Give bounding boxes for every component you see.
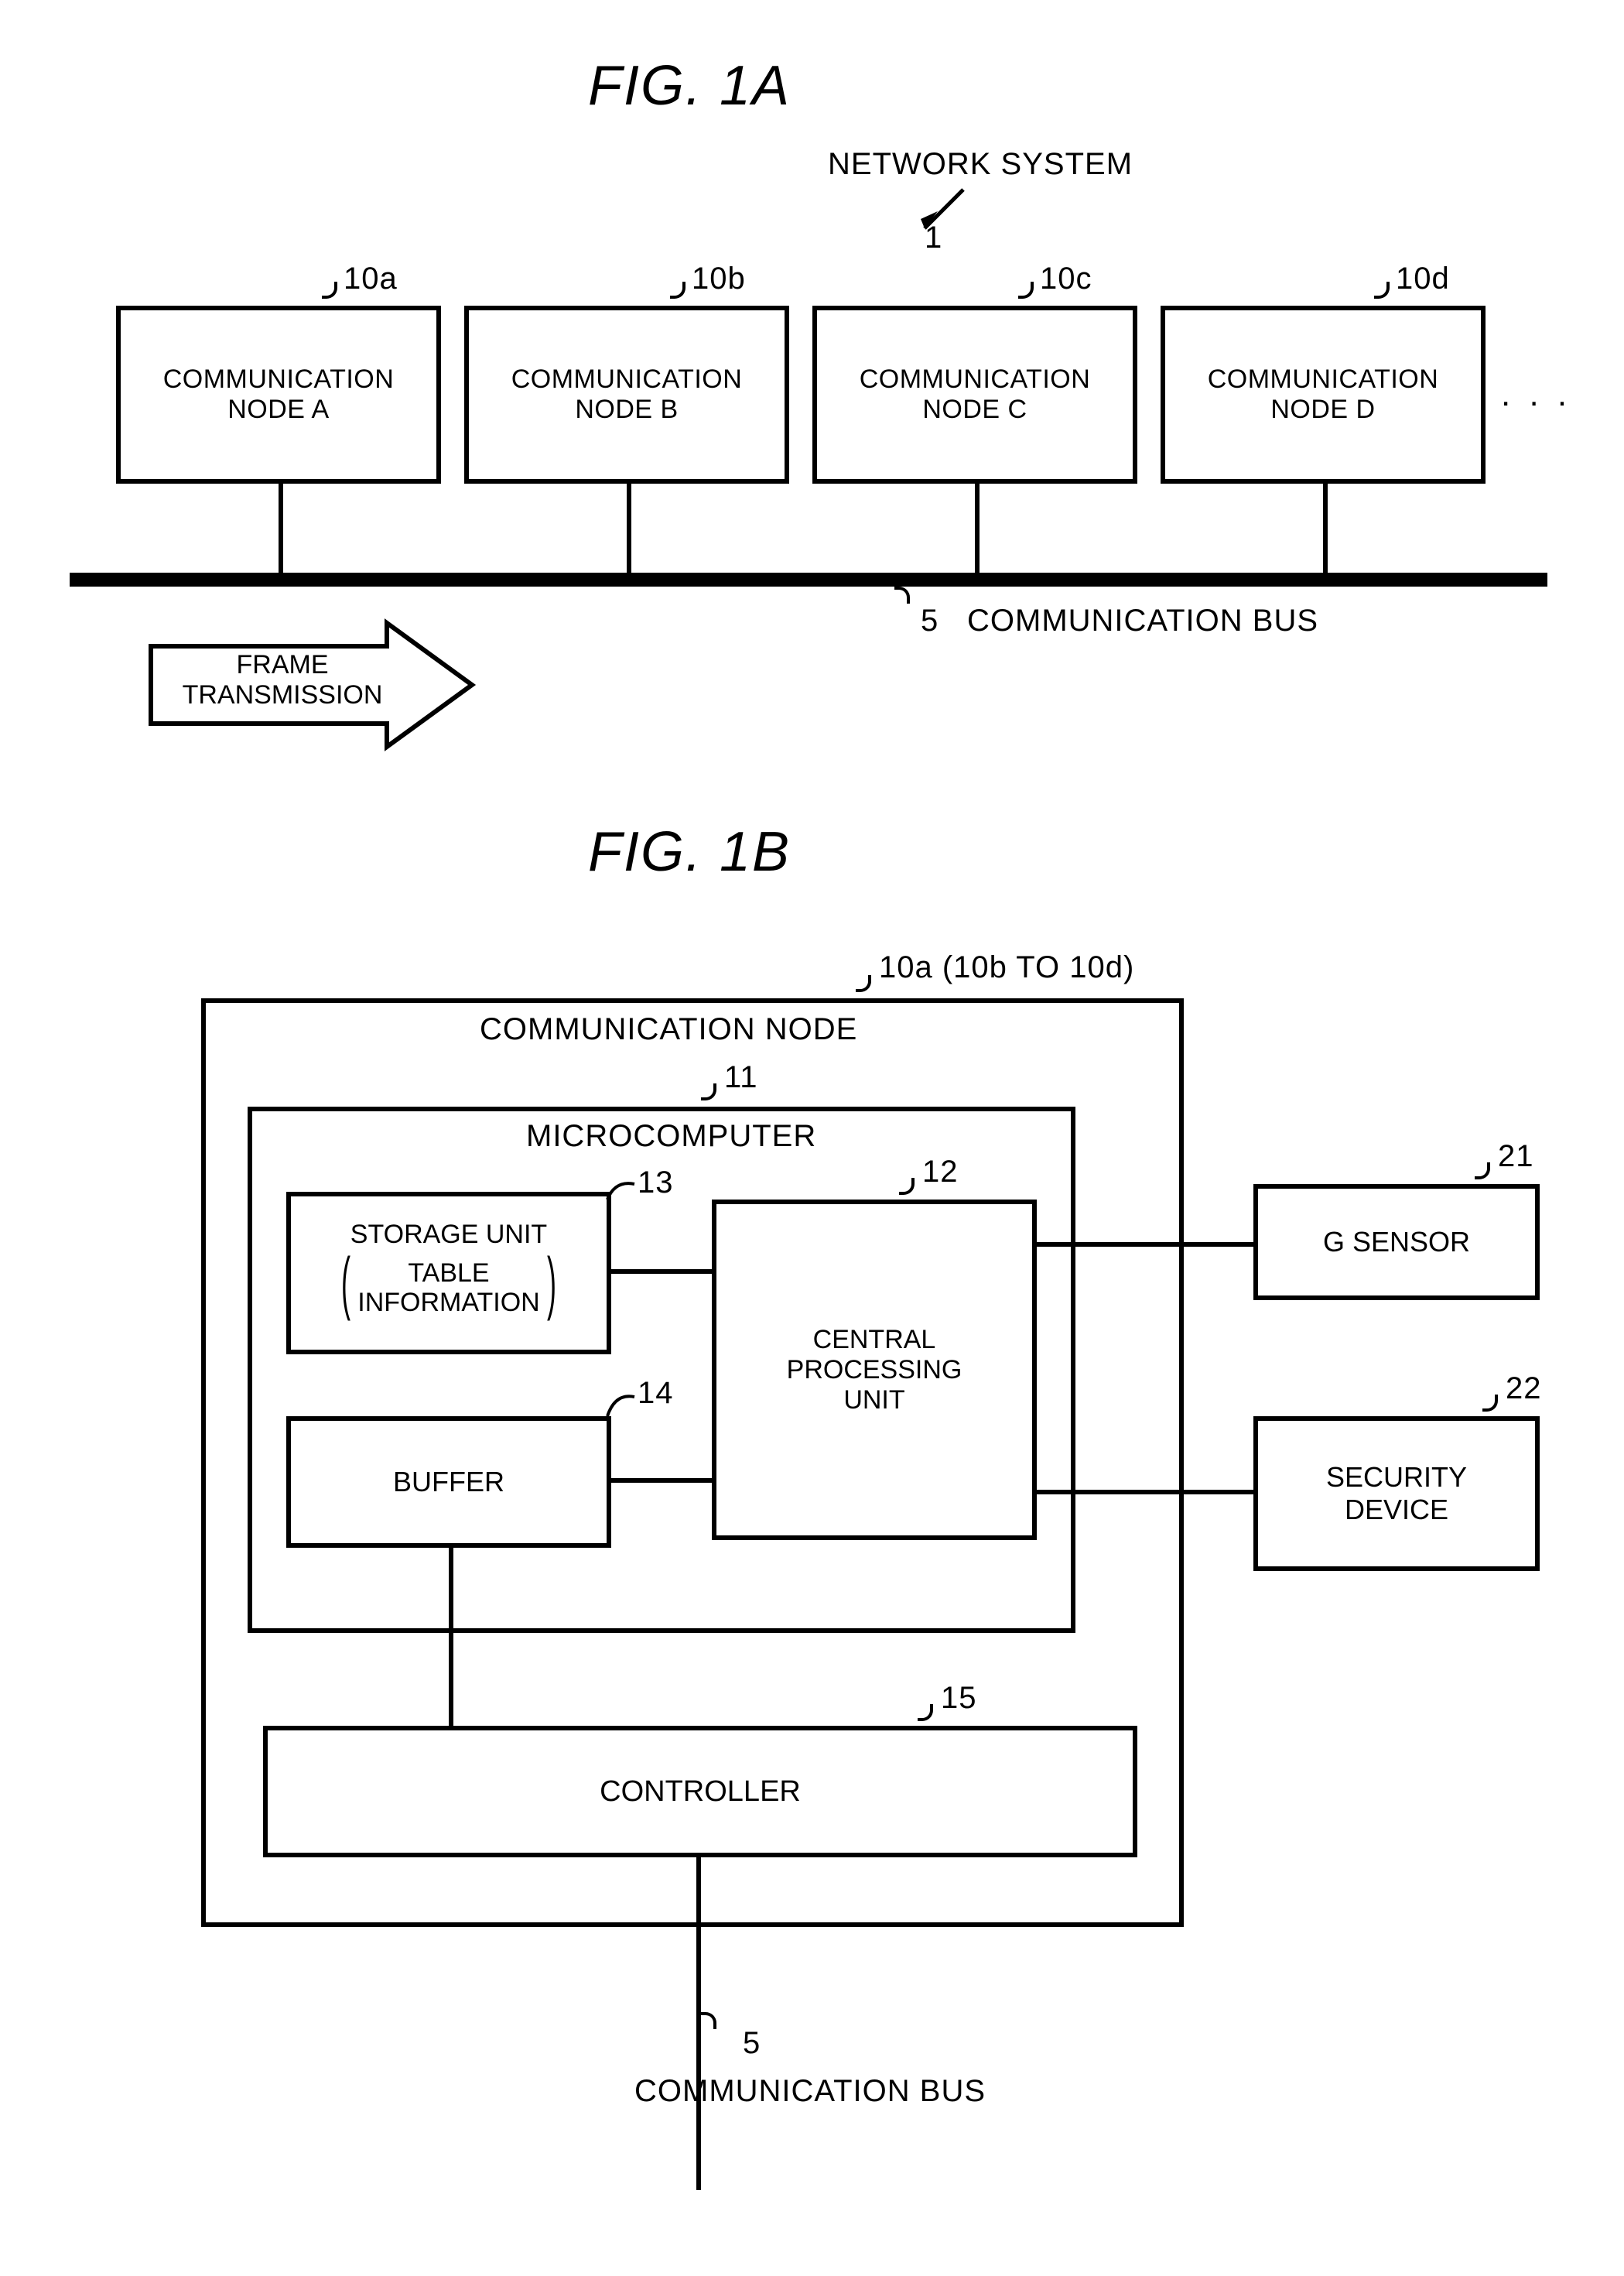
cpu-ref: 12 bbox=[922, 1155, 959, 1189]
conn-storage-cpu bbox=[611, 1269, 712, 1274]
network-system-label: NETWORK SYSTEM bbox=[828, 147, 1133, 182]
gsensor-label: G SENSOR bbox=[1323, 1226, 1470, 1258]
node-a-ref: 10a bbox=[344, 262, 398, 296]
frame-line1: FRAME bbox=[170, 650, 395, 680]
outer-ref-curl bbox=[856, 975, 871, 992]
storage-ref: 13 bbox=[638, 1165, 674, 1200]
bus-curl-a bbox=[894, 587, 910, 604]
gsensor-ref-curl bbox=[1475, 1162, 1490, 1179]
node-c-box: COMMUNICATION NODE C bbox=[812, 306, 1137, 484]
security-box: SECURITY DEVICE bbox=[1253, 1416, 1540, 1571]
controller-ref: 15 bbox=[941, 1681, 977, 1716]
security-line1: SECURITY bbox=[1326, 1461, 1467, 1494]
controller-box: CONTROLLER bbox=[263, 1726, 1137, 1857]
cpu-line2: PROCESSING bbox=[787, 1355, 962, 1385]
conn-cpu-security bbox=[1037, 1490, 1253, 1494]
frame-line2: TRANSMISSION bbox=[170, 680, 395, 710]
conn-buffer-cpu bbox=[611, 1478, 712, 1483]
gsensor-ref: 21 bbox=[1498, 1139, 1534, 1174]
node-c-ref: 10c bbox=[1040, 262, 1092, 296]
node-c-drop bbox=[975, 484, 980, 573]
buffer-ref: 14 bbox=[638, 1376, 674, 1411]
node-b-ref: 10b bbox=[692, 262, 746, 296]
bus-label-b: COMMUNICATION BUS bbox=[634, 2074, 986, 2109]
diagram-canvas: FIG. 1A NETWORK SYSTEM 1 COMMUNICATION N… bbox=[46, 46, 1578, 2229]
ref-curl-10a bbox=[322, 282, 337, 299]
ref-curl-10b bbox=[670, 282, 685, 299]
node-a-line1: COMMUNICATION bbox=[163, 365, 395, 395]
storage-line1: STORAGE UNIT bbox=[350, 1220, 547, 1250]
node-d-line2: NODE D bbox=[1270, 395, 1375, 425]
bus-curl-b bbox=[701, 2012, 716, 2029]
buffer-label: BUFFER bbox=[393, 1466, 504, 1498]
storage-line2: TABLE bbox=[408, 1259, 489, 1288]
ref-curl-10d bbox=[1374, 282, 1390, 299]
bus-ref-b: 5 bbox=[743, 2026, 761, 2061]
ref-curl-10c bbox=[1018, 282, 1034, 299]
storage-line3: INFORMATION bbox=[357, 1289, 539, 1317]
node-b-line1: COMMUNICATION bbox=[511, 365, 743, 395]
node-c-line2: NODE C bbox=[922, 395, 1027, 425]
node-d-line1: COMMUNICATION bbox=[1208, 365, 1439, 395]
fig-1a-title: FIG. 1A bbox=[588, 54, 791, 118]
node-b-drop bbox=[627, 484, 631, 573]
node-a-box: COMMUNICATION NODE A bbox=[116, 306, 441, 484]
network-system-ref: 1 bbox=[925, 221, 942, 255]
node-c-line1: COMMUNICATION bbox=[860, 365, 1091, 395]
buffer-ref-leader bbox=[603, 1389, 642, 1424]
communication-bus-line bbox=[70, 573, 1547, 587]
node-d-box: COMMUNICATION NODE D bbox=[1161, 306, 1486, 484]
cpu-line3: UNIT bbox=[843, 1385, 904, 1415]
micro-ref: 11 bbox=[724, 1060, 758, 1095]
bus-ref-a: 5 bbox=[921, 604, 939, 638]
conn-cpu-gsensor bbox=[1037, 1242, 1253, 1247]
micro-title: MICROCOMPUTER bbox=[526, 1119, 816, 1154]
security-ref: 22 bbox=[1506, 1371, 1542, 1406]
node-b-box: COMMUNICATION NODE B bbox=[464, 306, 789, 484]
outer-ref: 10a (10b TO 10d) bbox=[879, 950, 1134, 985]
storage-unit-box: STORAGE UNIT ( TABLE INFORMATION ) bbox=[286, 1192, 611, 1354]
bus-label-a: COMMUNICATION BUS bbox=[967, 604, 1318, 638]
cpu-line1: CENTRAL bbox=[813, 1325, 936, 1355]
security-line2: DEVICE bbox=[1345, 1494, 1448, 1526]
security-ref-curl bbox=[1482, 1395, 1498, 1412]
fig-1b-title: FIG. 1B bbox=[588, 820, 791, 884]
cpu-box: CENTRAL PROCESSING UNIT bbox=[712, 1200, 1037, 1540]
node-d-ref: 10d bbox=[1396, 262, 1450, 296]
node-a-line2: NODE A bbox=[227, 395, 329, 425]
node-a-drop bbox=[279, 484, 283, 573]
node-b-line2: NODE B bbox=[575, 395, 678, 425]
controller-label: CONTROLLER bbox=[600, 1775, 801, 1809]
conn-buffer-controller bbox=[449, 1548, 453, 1726]
gsensor-box: G SENSOR bbox=[1253, 1184, 1540, 1300]
frame-transmission-text: FRAME TRANSMISSION bbox=[170, 650, 395, 710]
buffer-box: BUFFER bbox=[286, 1416, 611, 1548]
nodes-ellipsis: . . . bbox=[1501, 375, 1571, 414]
node-d-drop bbox=[1323, 484, 1328, 573]
outer-title: COMMUNICATION NODE bbox=[480, 1012, 857, 1047]
storage-ref-leader bbox=[603, 1176, 642, 1207]
